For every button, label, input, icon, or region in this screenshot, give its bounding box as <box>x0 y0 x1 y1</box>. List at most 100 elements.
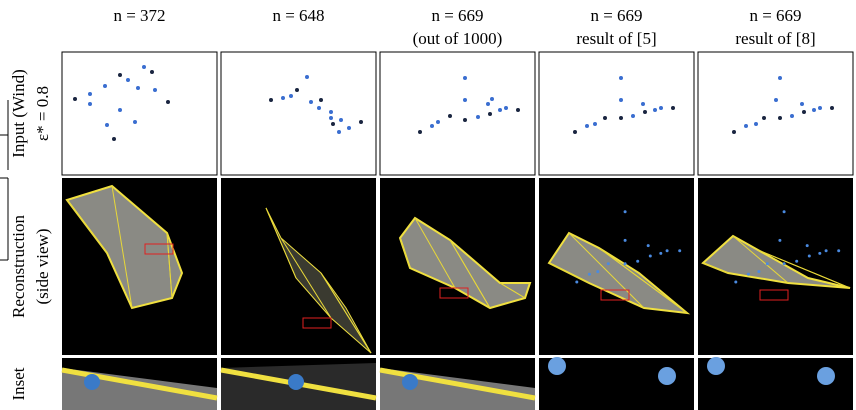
point <box>778 76 782 80</box>
point <box>331 122 335 126</box>
point <box>732 130 736 134</box>
column-header: n = 648 <box>272 6 324 25</box>
inset-vertex <box>707 357 725 375</box>
stray-point <box>778 239 781 242</box>
point <box>498 108 502 112</box>
stray-point <box>624 239 627 242</box>
point <box>516 108 520 112</box>
point <box>754 122 758 126</box>
point <box>830 106 834 110</box>
stray-point <box>659 252 662 255</box>
stray-point <box>825 249 828 252</box>
point <box>488 112 492 116</box>
stray-point <box>647 244 650 247</box>
point <box>329 110 333 114</box>
point <box>653 108 657 112</box>
stray-point <box>624 262 627 265</box>
point <box>762 116 766 120</box>
column-header: n = 669 <box>749 6 801 25</box>
stray-point <box>757 270 760 273</box>
stray-point <box>818 252 821 255</box>
point <box>126 78 130 82</box>
point <box>359 120 363 124</box>
point <box>281 96 285 100</box>
point <box>305 75 309 79</box>
point <box>329 116 333 120</box>
stray-point <box>795 260 798 263</box>
point <box>593 122 597 126</box>
stray-point <box>837 249 840 252</box>
column-header: n = 669 <box>431 6 483 25</box>
point <box>103 84 107 88</box>
point <box>603 116 607 120</box>
point <box>641 102 645 106</box>
point <box>812 108 816 112</box>
point <box>744 124 748 128</box>
column-header: n = 669 <box>590 6 642 25</box>
point <box>643 110 647 114</box>
point <box>448 114 452 118</box>
left-brackets <box>0 100 8 260</box>
point <box>790 114 794 118</box>
input-panel <box>698 52 853 175</box>
point <box>800 102 804 106</box>
stray-point <box>575 281 578 284</box>
point <box>309 100 313 104</box>
point <box>585 124 589 128</box>
point <box>339 118 343 122</box>
stray-point <box>734 281 737 284</box>
input-panel <box>221 52 376 175</box>
stray-point <box>747 273 750 276</box>
row-label: Input (Wind) <box>9 69 28 158</box>
point <box>778 116 782 120</box>
input-panel <box>62 52 217 175</box>
inset-vertex <box>548 357 566 375</box>
column-header: result of [8] <box>735 29 815 48</box>
point <box>73 97 77 101</box>
point <box>88 92 92 96</box>
point <box>142 65 146 69</box>
column-header: (out of 1000) <box>413 29 503 48</box>
stray-point <box>666 249 669 252</box>
column-header: n = 372 <box>113 6 165 25</box>
point <box>671 106 675 110</box>
row-label: (side view) <box>33 228 52 304</box>
point <box>802 110 806 114</box>
point <box>88 102 92 106</box>
point <box>486 102 490 106</box>
point <box>150 70 154 74</box>
figure: n = 372 n = 648 n = 669 (out of 1000) n = 66… <box>0 0 856 410</box>
stray-point <box>766 262 769 265</box>
point <box>347 126 351 130</box>
point <box>619 116 623 120</box>
inset-vertex <box>817 367 835 385</box>
inset-vertex <box>84 374 100 390</box>
stray-point <box>588 273 591 276</box>
point <box>136 86 140 90</box>
point <box>118 73 122 77</box>
point <box>317 106 321 110</box>
point <box>319 98 323 102</box>
input-panel <box>539 52 694 175</box>
stray-point <box>607 262 610 265</box>
point <box>573 130 577 134</box>
point <box>463 76 467 80</box>
point <box>166 100 170 104</box>
point <box>295 88 299 92</box>
inset-vertex <box>402 374 418 390</box>
stray-point <box>596 270 599 273</box>
column-header: result of [5] <box>576 29 656 48</box>
point <box>818 106 822 110</box>
point <box>463 98 467 102</box>
point <box>436 120 440 124</box>
input-panel <box>380 52 535 175</box>
point <box>476 115 480 119</box>
point <box>153 88 157 92</box>
row-label: ε* = 0.8 <box>33 86 52 141</box>
point <box>133 120 137 124</box>
point <box>269 98 273 102</box>
point <box>631 114 635 118</box>
stray-point <box>636 260 639 263</box>
point <box>289 94 293 98</box>
point <box>463 118 467 122</box>
